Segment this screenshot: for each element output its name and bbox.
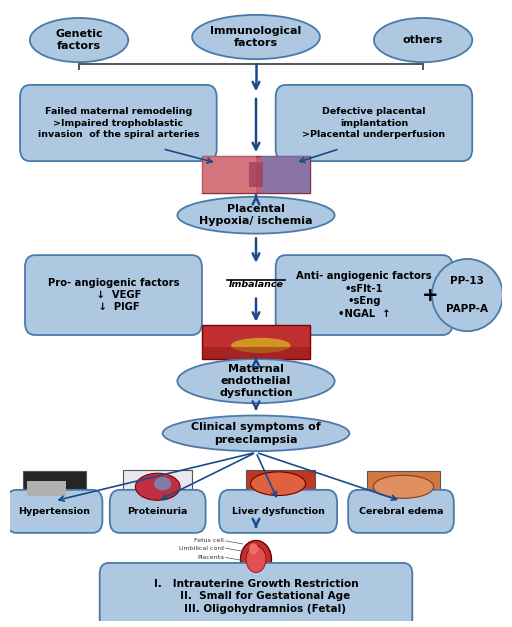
- Ellipse shape: [373, 475, 434, 498]
- Text: Pro- angiogenic factors
   ↓  VEGF
   ↓  PlGF: Pro- angiogenic factors ↓ VEGF ↓ PlGF: [48, 278, 179, 312]
- Text: Imbalance: Imbalance: [228, 280, 284, 289]
- Text: I.   Intrauterine Growth Restriction
     II.  Small for Gestational Age
     II: I. Intrauterine Growth Restriction II. S…: [154, 579, 358, 614]
- Text: Placenta: Placenta: [197, 555, 224, 560]
- Text: others: others: [403, 35, 443, 45]
- FancyBboxPatch shape: [202, 156, 310, 193]
- Ellipse shape: [241, 540, 271, 578]
- FancyBboxPatch shape: [28, 481, 66, 496]
- FancyBboxPatch shape: [20, 85, 217, 161]
- Ellipse shape: [177, 359, 335, 403]
- FancyBboxPatch shape: [110, 490, 206, 533]
- FancyBboxPatch shape: [123, 470, 192, 503]
- Text: Anti- angiogenic factors
•sFlt-1
•sEng
•NGAL  ↑: Anti- angiogenic factors •sFlt-1 •sEng •…: [296, 271, 432, 319]
- FancyBboxPatch shape: [246, 470, 315, 503]
- Text: Liver dysfunction: Liver dysfunction: [232, 507, 325, 516]
- Text: +: +: [422, 285, 439, 305]
- Ellipse shape: [432, 259, 503, 331]
- FancyBboxPatch shape: [219, 490, 337, 533]
- FancyBboxPatch shape: [202, 347, 310, 359]
- Text: Fetus cell: Fetus cell: [194, 539, 224, 544]
- Ellipse shape: [177, 197, 335, 234]
- Text: Failed maternal remodeling
>Impaired trophoblastic
invasion  of the spiral arter: Failed maternal remodeling >Impaired tro…: [37, 107, 199, 139]
- Text: Immunological
factors: Immunological factors: [210, 26, 302, 48]
- Text: Maternal
endothelial
dysfunction: Maternal endothelial dysfunction: [219, 364, 293, 399]
- FancyBboxPatch shape: [275, 85, 472, 161]
- Ellipse shape: [249, 544, 258, 554]
- FancyBboxPatch shape: [261, 156, 310, 193]
- FancyBboxPatch shape: [202, 325, 310, 359]
- FancyBboxPatch shape: [100, 563, 412, 627]
- FancyBboxPatch shape: [7, 490, 102, 533]
- Ellipse shape: [135, 473, 180, 500]
- FancyBboxPatch shape: [348, 490, 454, 533]
- Text: Clinical symptoms of
preeclampsia: Clinical symptoms of preeclampsia: [191, 422, 321, 445]
- Ellipse shape: [192, 15, 320, 59]
- Text: Genetic
factors: Genetic factors: [55, 29, 103, 51]
- Text: Proteinuria: Proteinuria: [127, 507, 188, 516]
- Text: Umbilical cord: Umbilical cord: [179, 545, 224, 551]
- Text: Hypertension: Hypertension: [18, 507, 91, 516]
- FancyBboxPatch shape: [202, 156, 256, 193]
- FancyBboxPatch shape: [25, 255, 202, 335]
- Text: Placental
Hypoxia/ ischemia: Placental Hypoxia/ ischemia: [199, 204, 313, 226]
- Ellipse shape: [250, 472, 306, 495]
- FancyBboxPatch shape: [275, 255, 453, 335]
- Ellipse shape: [30, 18, 128, 62]
- Ellipse shape: [154, 477, 171, 490]
- Text: PP-13

PAPP-A: PP-13 PAPP-A: [446, 276, 488, 314]
- Ellipse shape: [163, 416, 349, 451]
- FancyBboxPatch shape: [249, 162, 263, 187]
- Text: Defective placental
implantation
>Placental underperfusion: Defective placental implantation >Placen…: [303, 107, 445, 139]
- Ellipse shape: [374, 18, 472, 62]
- Ellipse shape: [231, 338, 291, 353]
- Text: Cerebral edema: Cerebral edema: [359, 507, 443, 516]
- Ellipse shape: [246, 546, 266, 572]
- FancyBboxPatch shape: [367, 472, 440, 502]
- FancyBboxPatch shape: [23, 472, 87, 502]
